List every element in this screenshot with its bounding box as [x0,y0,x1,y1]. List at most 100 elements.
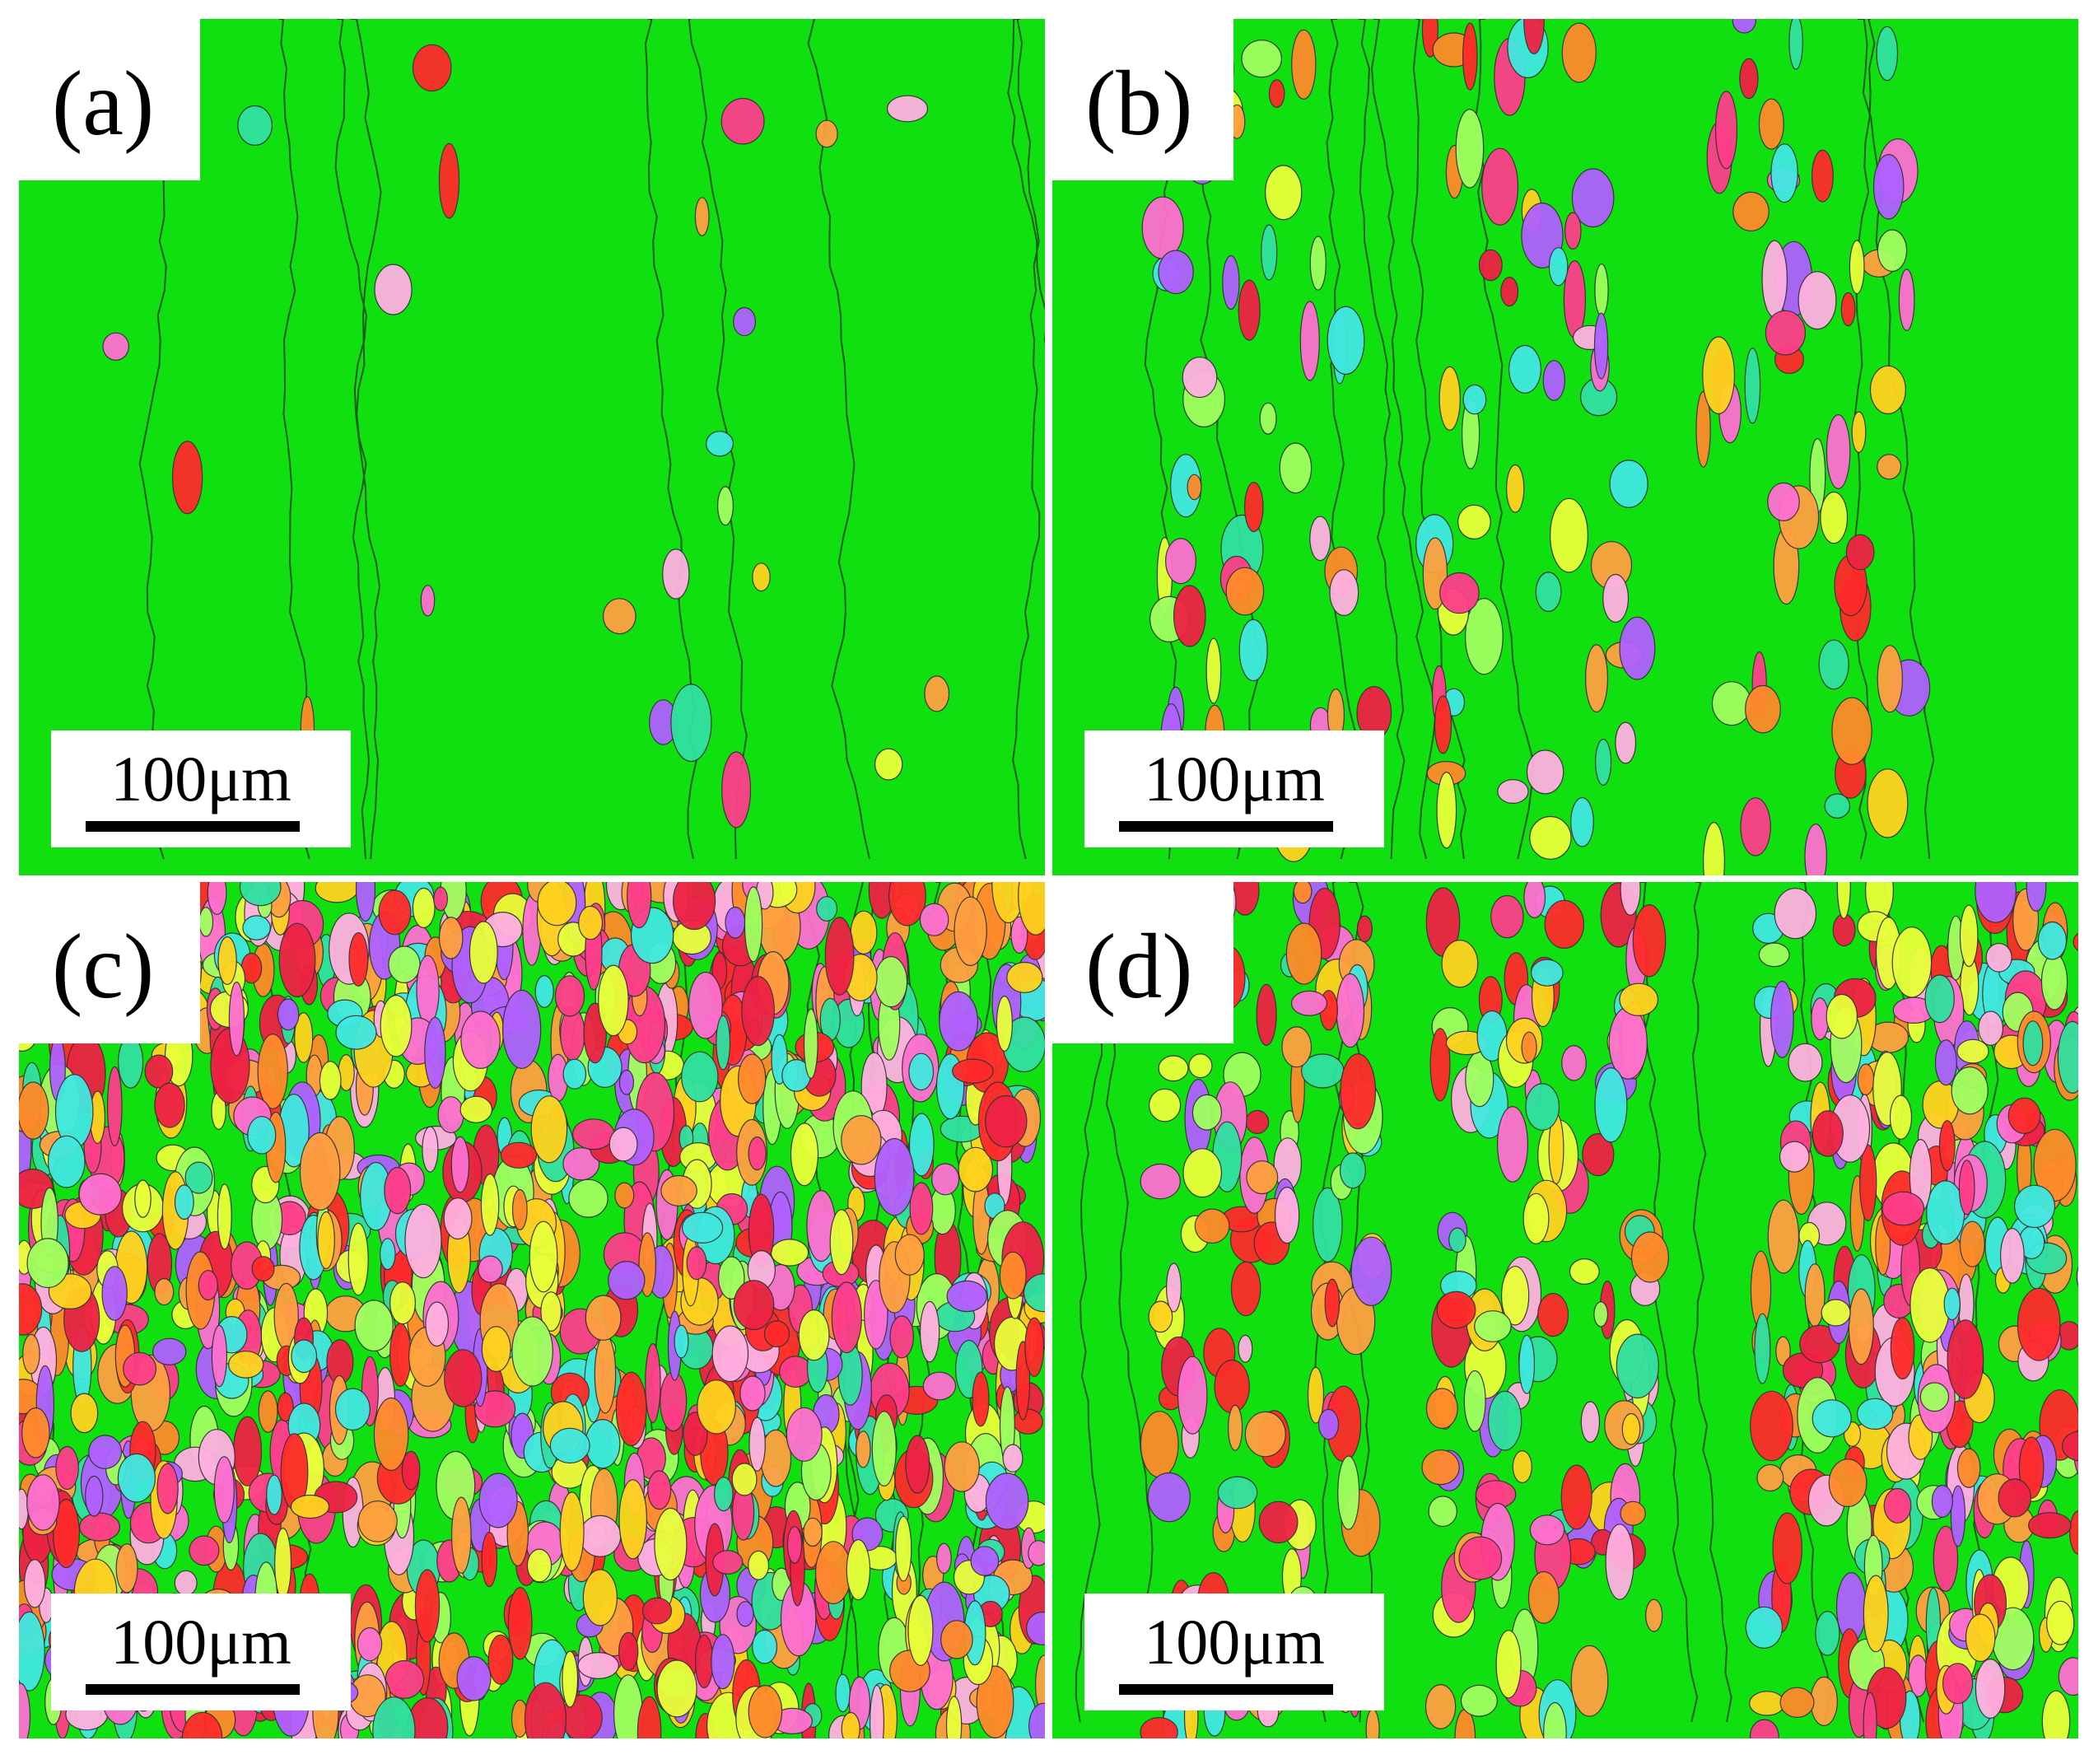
grain [1002,1444,1024,1472]
grain [1317,1408,1340,1440]
grain [1013,1408,1043,1435]
grain [1439,366,1461,431]
grain [106,1066,123,1147]
grain [481,1531,498,1588]
grain [1926,1180,1965,1245]
grain [2040,953,2068,1010]
grain [478,1472,518,1528]
grain [1602,573,1630,623]
grain [1883,1487,1912,1524]
grain [2033,1128,2077,1202]
grain [55,1445,79,1491]
grain [1285,922,1322,985]
grain [1225,567,1265,616]
grain [585,1295,622,1341]
grain [450,1136,470,1193]
grain [189,1535,220,1566]
grain [1457,504,1491,540]
grain [641,1597,673,1625]
grain [870,1684,884,1738]
grain [1851,411,1867,454]
grain [1429,1028,1451,1102]
grain [814,1541,852,1604]
grain [549,1427,590,1464]
grain [660,1174,697,1206]
grain [1425,1388,1458,1430]
grain [1500,277,1519,307]
grain [1535,572,1562,613]
grain [1327,306,1365,376]
grain [803,1008,818,1079]
grain [688,971,723,1039]
grain [2007,1097,2041,1135]
grain [217,1183,232,1250]
grain [1934,1039,1957,1086]
grain [2061,1430,2078,1462]
grain [2069,1510,2078,1555]
grain [1245,1109,1270,1135]
grain [1584,644,1608,713]
grain [404,1203,442,1279]
grain [247,1116,277,1155]
grain [907,1594,934,1667]
scale-bar [86,1684,300,1695]
grain [319,1061,342,1100]
grain [1881,1191,1925,1226]
grain [198,907,214,937]
grain [1943,1287,1961,1321]
grain [798,1309,830,1361]
grain [1313,1187,1343,1262]
grain [1891,926,1933,998]
grain [716,1015,731,1071]
grain [1518,1334,1536,1394]
grain [905,1435,930,1494]
grain [736,1601,754,1627]
grain [571,1118,615,1150]
grain [1582,1132,1615,1177]
grain [1140,1717,1178,1738]
grain [171,441,203,515]
grain [748,1136,767,1171]
grain [1951,1066,1989,1115]
grain [19,1682,31,1738]
grain [1543,1701,1567,1738]
grain [2057,1020,2078,1094]
grain [1158,1055,1189,1082]
grain [1998,1478,2032,1518]
grain [26,1474,60,1531]
grain [1744,348,1761,424]
grain [1770,980,1794,1058]
grain [1244,1411,1286,1458]
grain [389,1281,417,1325]
grain [184,1161,213,1194]
grain [1238,618,1268,682]
grain [614,1182,635,1209]
grain [1258,1500,1299,1544]
grain [2017,1287,2061,1361]
grain [88,1435,123,1469]
grain [1182,357,1218,399]
grain [1605,1524,1634,1600]
grain [748,1550,770,1580]
grain [815,119,838,148]
grain [1439,572,1480,614]
grain [1831,697,1872,765]
grain [1487,1390,1522,1451]
grain [1863,1692,1877,1738]
grain [1702,336,1736,415]
grain [1931,1484,1953,1519]
panel-label: (a) [52,53,154,155]
grain [1840,292,1856,327]
grain [1820,491,1849,544]
grain [874,1137,915,1216]
grain [554,975,585,1017]
grain [618,1479,648,1560]
grain [1291,29,1317,100]
grain [1173,585,1206,647]
grain [152,1337,187,1365]
grain [416,954,440,1026]
grain [1428,1496,1457,1528]
grain [940,1620,973,1659]
grain [1615,721,1637,764]
grain [1205,637,1222,704]
